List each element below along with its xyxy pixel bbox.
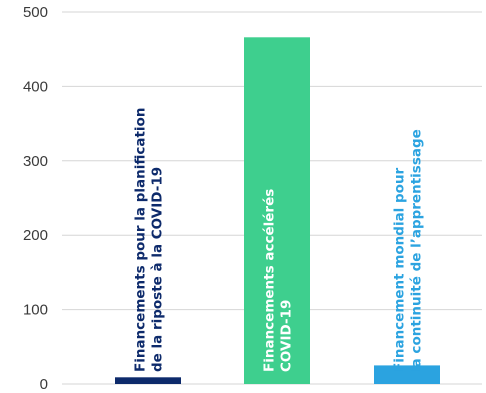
bar-2-label-line-1: Financements accélérés (262, 189, 278, 372)
y-tick-label: 400 (23, 78, 48, 95)
y-tick-label: 100 (23, 302, 48, 319)
y-tick-label: 0 (40, 376, 48, 393)
bar-1-label-line-1: Financements pour la planification (133, 108, 149, 372)
bar-3-label-line-2: la continuité de l’apprentissage (409, 129, 425, 372)
bar-3-label-line-1: Financement mondial pour (392, 167, 408, 372)
bar-1-label-line-2: de la riposte à la COVID-19 (150, 167, 166, 372)
bar-labels: Financements pour la planification de la … (133, 108, 425, 372)
y-tick-label: 300 (23, 153, 48, 170)
bar-1 (115, 377, 181, 384)
bars (115, 37, 440, 385)
y-axis-tick-labels: 0 100 200 300 400 500 (23, 4, 48, 393)
bar-2-label-line-2: COVID-19 (279, 300, 295, 372)
bar-2 (244, 37, 310, 385)
bar-3 (374, 365, 440, 384)
y-tick-label: 500 (23, 4, 48, 21)
y-tick-label: 200 (23, 227, 48, 244)
